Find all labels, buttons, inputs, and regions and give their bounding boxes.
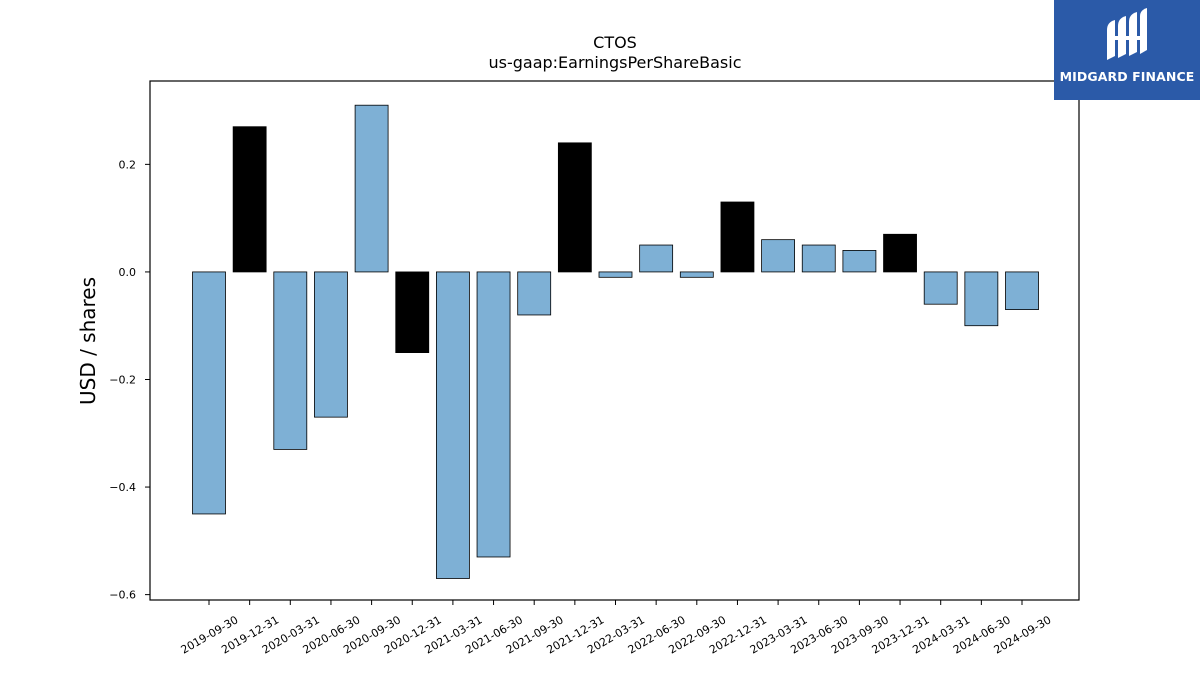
- bar-2020-06-30: [314, 271, 348, 418]
- y-tick-label: 0.0: [119, 266, 137, 279]
- y-tick-label: −0.6: [109, 589, 136, 602]
- bar-2020-12-31: [395, 271, 430, 353]
- bar-2023-03-31: [761, 239, 795, 273]
- bar-2023-06-30: [801, 244, 836, 273]
- y-axis-label: USD / shares: [76, 277, 100, 405]
- y-ticks-group: −0.6 −0.4 −0.2 0.0 0.2: [109, 158, 150, 602]
- bar-2019-09-30: [192, 271, 226, 515]
- bar-2021-09-30: [517, 271, 552, 316]
- bar-2022-12-31: [720, 201, 755, 273]
- chart-title: CTOS: [593, 33, 637, 52]
- bar-2021-12-31: [557, 142, 592, 273]
- x-ticks-group: 2019-09-302019-12-312020-03-312020-06-30…: [179, 600, 1054, 657]
- midgard-finance-logo: MIDGARD FINANCE: [1054, 0, 1200, 100]
- bar-2022-09-30: [679, 271, 714, 278]
- bar-2024-03-31: [923, 271, 958, 305]
- bar-2022-03-31: [598, 271, 633, 278]
- bar-2021-03-31: [435, 271, 470, 579]
- bar-2024-09-30: [1005, 271, 1039, 310]
- y-tick-label: −0.2: [109, 373, 136, 386]
- midgard-logo-icon: [1107, 8, 1147, 60]
- bar-2023-09-30: [842, 250, 877, 273]
- bar-2022-06-30: [639, 244, 674, 273]
- y-tick-label: 0.2: [119, 158, 137, 171]
- bar-2024-06-30: [964, 271, 999, 327]
- bar-2020-03-31: [273, 271, 308, 450]
- bar-2021-06-30: [476, 271, 511, 558]
- bar-2020-09-30: [354, 104, 389, 273]
- plot-frame: [149, 80, 1080, 601]
- brand-name: MIDGARD FINANCE: [1059, 69, 1195, 84]
- bar-2023-12-31: [883, 233, 917, 273]
- y-tick-label: −0.4: [109, 481, 136, 494]
- bars-group: [192, 104, 1039, 579]
- bar-2019-12-31: [232, 126, 267, 273]
- chart-subtitle: us-gaap:EarningsPerShareBasic: [488, 53, 741, 72]
